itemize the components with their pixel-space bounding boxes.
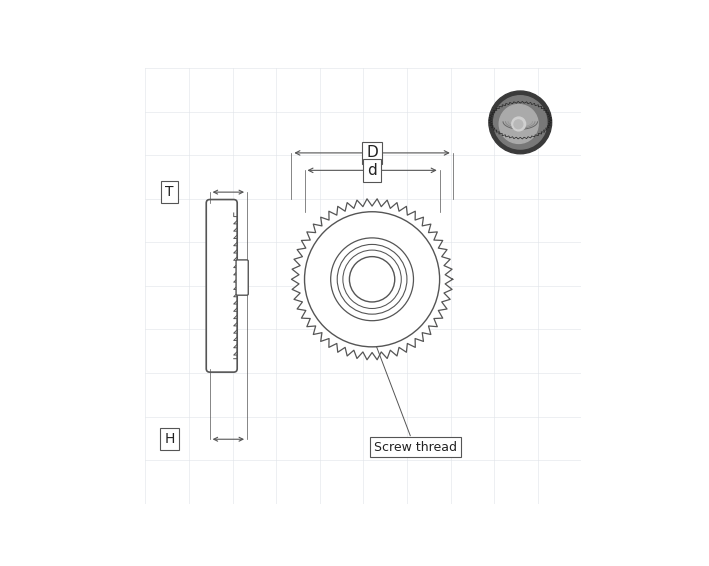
Polygon shape [291,199,453,360]
FancyBboxPatch shape [206,200,238,372]
Text: Screw thread: Screw thread [374,440,457,453]
Text: d: d [367,163,377,178]
Text: D: D [367,145,378,160]
Circle shape [493,96,547,149]
Circle shape [514,120,523,128]
Circle shape [350,256,395,302]
FancyBboxPatch shape [236,260,248,295]
Text: T: T [165,185,174,199]
Circle shape [305,212,440,347]
Circle shape [512,117,525,131]
Circle shape [499,105,538,143]
Text: H: H [164,432,174,446]
Circle shape [489,91,552,154]
